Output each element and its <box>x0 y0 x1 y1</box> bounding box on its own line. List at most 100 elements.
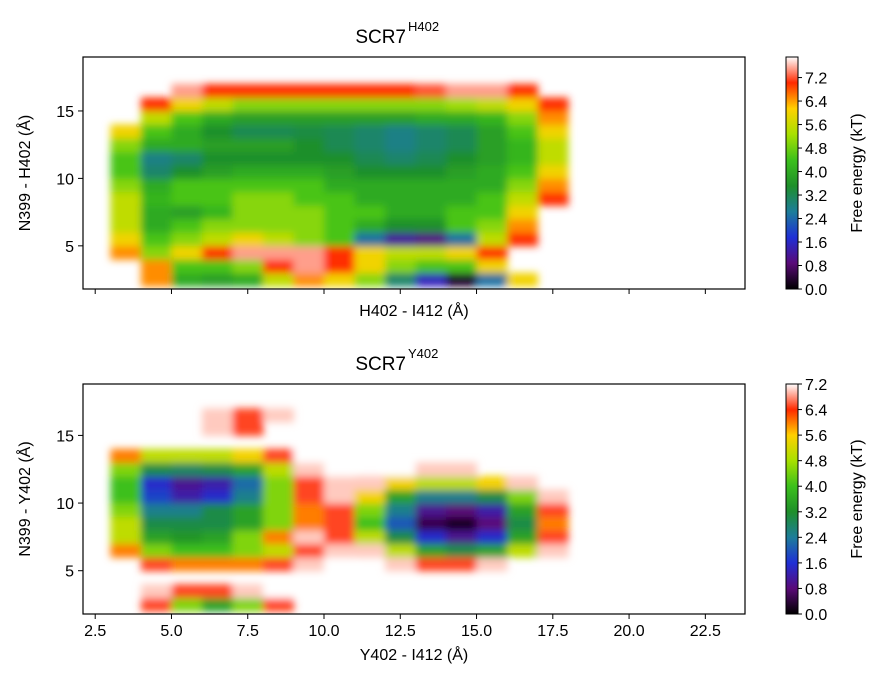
heat-cell <box>415 97 447 112</box>
heat-cell <box>232 557 264 572</box>
heat-cell <box>171 597 203 612</box>
heat-cell <box>385 557 417 572</box>
heat-cell <box>171 245 203 260</box>
heat-cell <box>201 124 233 139</box>
heat-cell <box>232 408 264 423</box>
colorbar-tick-label: 4.0 <box>805 165 827 182</box>
colorbar-tick-label: 5.6 <box>805 118 827 135</box>
heat-cell <box>354 164 386 179</box>
heat-cell <box>293 503 325 518</box>
heat-cell <box>385 191 417 206</box>
heat-cell <box>537 137 569 152</box>
heat-cell <box>262 516 294 531</box>
x-tick-label: 17.5 <box>537 623 568 640</box>
heat-cell <box>537 151 569 166</box>
heat-cell <box>171 218 203 233</box>
heat-cell <box>507 476 539 491</box>
heat-cell <box>324 530 356 545</box>
heat-cell <box>415 232 447 247</box>
heat-cell <box>171 557 203 572</box>
heat-cell <box>415 137 447 152</box>
heat-cell <box>232 218 264 233</box>
heat-cell <box>415 462 447 477</box>
heat-cell <box>201 476 233 491</box>
heat-cell <box>293 97 325 112</box>
heat-cell <box>385 272 417 287</box>
heat-cell <box>476 124 508 139</box>
heat-cell <box>476 151 508 166</box>
heat-cell <box>354 476 386 491</box>
heat-cell <box>415 205 447 220</box>
x-tick-label: 22.5 <box>690 623 721 640</box>
heat-cell <box>354 124 386 139</box>
heat-cell <box>293 259 325 274</box>
heat-cell <box>262 489 294 504</box>
heat-cell <box>140 503 172 518</box>
heat-cell <box>140 584 172 599</box>
heat-cell <box>415 124 447 139</box>
heat-cell <box>232 178 264 193</box>
heat-cell <box>415 557 447 572</box>
heat-cell <box>476 83 508 98</box>
heat-cells <box>110 83 569 287</box>
colorbar-tick-label: 1.6 <box>805 235 827 252</box>
heat-cell <box>140 110 172 125</box>
heat-cell <box>446 245 478 260</box>
heat-cell <box>110 137 142 152</box>
heat-cell <box>262 191 294 206</box>
heat-cell <box>507 543 539 558</box>
heat-cell <box>110 205 142 220</box>
heat-cell <box>476 110 508 125</box>
heat-cell <box>140 137 172 152</box>
heat-cell <box>446 124 478 139</box>
colorbar-tick-label: 4.8 <box>805 141 827 158</box>
y-tick-label: 10 <box>56 171 74 188</box>
heat-cell <box>385 151 417 166</box>
heat-cell <box>415 164 447 179</box>
x-tick-label: 7.5 <box>237 623 259 640</box>
heat-cell <box>232 245 264 260</box>
heat-cell <box>476 259 508 274</box>
heat-cell <box>293 489 325 504</box>
heat-cell <box>171 476 203 491</box>
heat-cell <box>293 205 325 220</box>
heat-cell <box>324 516 356 531</box>
heat-cell <box>354 516 386 531</box>
heat-cell <box>476 476 508 491</box>
chart-title-superscript: Y402 <box>408 346 438 361</box>
heat-cell <box>324 137 356 152</box>
heat-cell <box>385 218 417 233</box>
heat-cell <box>201 557 233 572</box>
heat-cell <box>324 557 356 572</box>
heat-cell <box>507 530 539 545</box>
heat-cell <box>415 151 447 166</box>
heat-cell <box>201 421 233 436</box>
heat-cell <box>507 178 539 193</box>
heat-cell <box>262 462 294 477</box>
heat-cell <box>415 259 447 274</box>
heat-cell <box>262 543 294 558</box>
heat-cell <box>476 543 508 558</box>
colorbar-tick-label: 6.4 <box>805 403 827 420</box>
heat-cell <box>415 191 447 206</box>
heat-cell <box>201 110 233 125</box>
heat-cell <box>446 178 478 193</box>
heat-cell <box>110 476 142 491</box>
heat-cell <box>110 530 142 545</box>
heat-cell <box>293 245 325 260</box>
heat-cell <box>171 110 203 125</box>
heat-cell <box>354 83 386 98</box>
heat-cell <box>201 137 233 152</box>
colorbar-tick-label: 2.4 <box>805 212 827 229</box>
heat-cell <box>293 516 325 531</box>
heat-cell <box>171 191 203 206</box>
heat-cell <box>415 530 447 545</box>
heat-cell <box>385 83 417 98</box>
heat-cell <box>324 218 356 233</box>
heat-cell <box>507 191 539 206</box>
heat-cell <box>354 151 386 166</box>
colorbar <box>785 56 799 290</box>
heat-cell <box>507 272 539 287</box>
heat-cell <box>171 530 203 545</box>
heat-cell <box>537 178 569 193</box>
